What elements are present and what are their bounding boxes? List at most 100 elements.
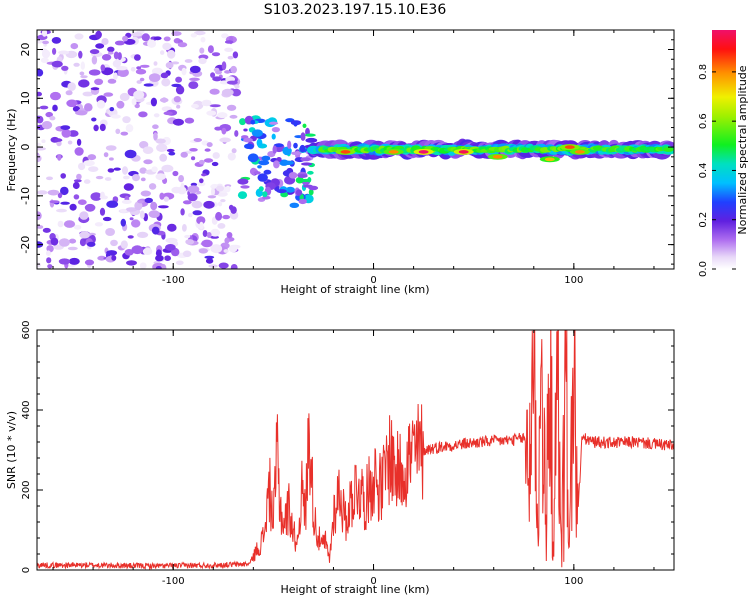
noise-blob — [221, 33, 229, 39]
noise-blob — [196, 216, 206, 225]
noise-blob — [105, 145, 117, 151]
colorbar-tick-label: 0.0 — [698, 261, 709, 277]
y-tick-label: 0 — [21, 567, 32, 573]
noise-blob — [184, 117, 195, 124]
noise-blob — [107, 78, 117, 84]
noise-blob — [88, 166, 99, 173]
noise-blob — [63, 220, 76, 228]
noise-blob — [102, 216, 112, 222]
noise-blob — [234, 84, 240, 89]
noise-blob — [50, 91, 61, 101]
noise-blob — [164, 255, 172, 261]
noise-blob — [226, 80, 238, 85]
noise-blob — [91, 117, 97, 122]
noise-blob — [202, 230, 208, 237]
noise-blob — [51, 37, 62, 44]
patch-blob — [263, 169, 272, 175]
noise-blob — [95, 30, 102, 39]
noise-blob — [109, 157, 114, 161]
noise-blob — [155, 138, 166, 144]
noise-blob — [190, 33, 197, 38]
noise-blob — [130, 67, 136, 72]
noise-blob — [100, 64, 106, 72]
noise-blob — [156, 143, 168, 152]
colorbar-ticks: 0.0 0.2 0.4 0.6 0.8 — [698, 64, 736, 277]
spectrogram-frame — [36, 29, 675, 270]
noise-blob — [123, 183, 134, 191]
noise-blob — [120, 240, 128, 249]
y-tick-label: 20 — [19, 43, 32, 57]
noise-blob — [49, 116, 56, 121]
noise-blob — [150, 97, 157, 107]
noise-blob — [116, 66, 128, 71]
noise-blob — [204, 148, 211, 152]
patch-blob — [239, 118, 246, 126]
spectrogram-heatmap — [37, 30, 674, 269]
noise-blob — [94, 222, 103, 227]
noise-blob — [232, 51, 239, 59]
noise-blob — [68, 257, 80, 265]
noise-blob — [123, 175, 130, 180]
noise-blob — [168, 151, 176, 156]
noise-blob — [148, 183, 157, 190]
patch-blob — [269, 121, 279, 125]
noise-blob — [110, 239, 118, 247]
noise-blob — [45, 250, 51, 256]
noise-blob — [37, 91, 42, 97]
noise-blob — [143, 83, 154, 87]
patch-blob — [291, 151, 302, 156]
noise-blob — [112, 59, 122, 68]
noise-blob — [58, 238, 70, 247]
patch-blob — [262, 191, 268, 198]
noise-blob — [93, 124, 99, 132]
noise-blob — [227, 55, 234, 60]
noise-blob — [163, 111, 173, 116]
noise-blob — [54, 138, 63, 142]
noise-blob — [39, 105, 49, 110]
noise-blob — [79, 71, 85, 76]
noise-blob — [52, 104, 58, 112]
patch-blob — [308, 185, 319, 191]
noise-blob — [83, 160, 95, 167]
noise-blob — [57, 220, 64, 228]
noise-blob — [178, 175, 185, 183]
noise-blob — [207, 256, 213, 261]
noise-blob — [226, 232, 233, 239]
spectrogram-x-label: Height of straight line (km) — [280, 283, 429, 296]
noise-blob — [117, 68, 129, 77]
y-tick-label: 600 — [21, 320, 32, 339]
y-tick-label: 10 — [19, 91, 32, 105]
noise-blob — [218, 201, 223, 207]
noise-blob — [206, 232, 212, 238]
noise-blob — [144, 197, 153, 204]
patch-blob — [285, 186, 295, 193]
noise-blob — [184, 234, 191, 239]
noise-blob — [189, 77, 200, 82]
noise-blob — [95, 175, 104, 180]
noise-blob — [122, 166, 128, 175]
noise-blob — [88, 69, 101, 76]
patch-blob — [247, 153, 259, 163]
noise-blob — [37, 142, 42, 147]
noise-blob — [192, 210, 203, 216]
y-tick-label: -20 — [19, 236, 32, 254]
noise-blob — [150, 201, 158, 211]
patch-blob — [282, 160, 294, 165]
noise-blob — [139, 167, 147, 174]
noise-blob — [37, 190, 48, 195]
patch-blob — [304, 133, 316, 137]
noise-blob — [171, 83, 182, 88]
noise-blob — [177, 42, 188, 48]
patch-blob — [251, 129, 263, 137]
noise-blob — [131, 219, 141, 228]
noise-blob — [60, 125, 71, 130]
patch-blob — [237, 178, 249, 185]
patch-blob — [273, 143, 284, 148]
noise-blob — [116, 100, 125, 109]
noise-blob — [84, 203, 96, 212]
noise-blob — [56, 140, 62, 147]
noise-blob — [97, 255, 107, 261]
